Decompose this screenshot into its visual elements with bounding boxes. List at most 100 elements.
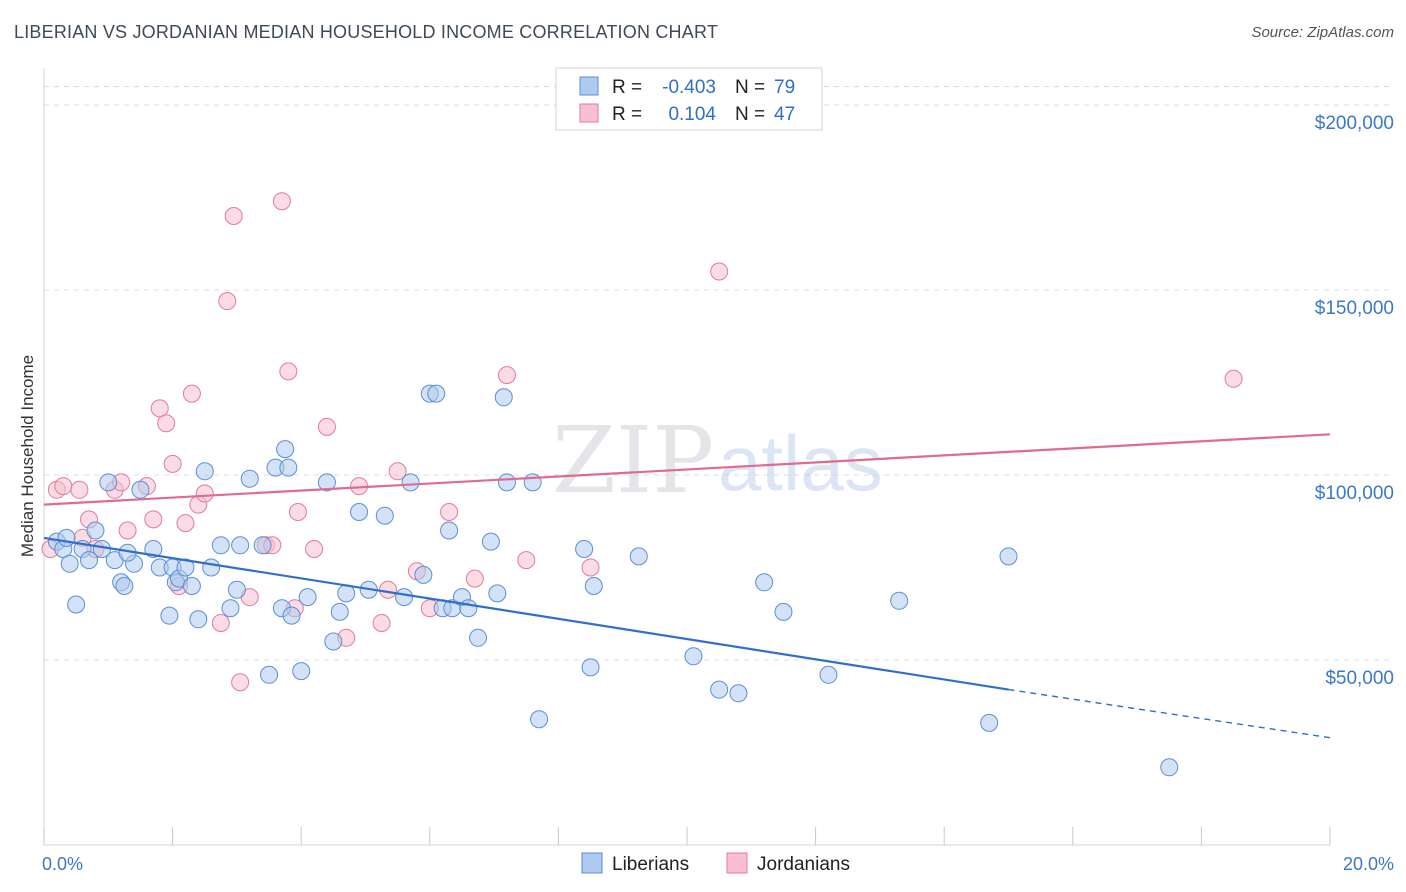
liberian-point [131, 480, 150, 499]
liberian-point [819, 665, 838, 684]
y-axis-tick-labels: $50,000 $100,000 $150,000 $200,000 [1315, 113, 1394, 689]
liberian-point [189, 610, 208, 629]
legend-n-label-liberians: N = [735, 77, 765, 98]
liberian-point [99, 473, 118, 492]
liberian-point [57, 528, 76, 547]
liberian-point [298, 588, 317, 607]
grid-lines [44, 86, 1394, 661]
jordanian-point [182, 384, 201, 403]
liberian-point [710, 680, 729, 699]
liberian-point [231, 536, 250, 555]
liberian-point [60, 554, 79, 573]
jordanian-point [224, 207, 243, 225]
legend-swatch-liberians [579, 76, 599, 96]
liberian-point [530, 710, 549, 729]
jordanian-point [176, 514, 195, 533]
liberians-points [47, 384, 1179, 777]
jordanian-point [195, 484, 214, 503]
liberian-point [240, 469, 259, 488]
y-tick-label: $100,000 [1315, 483, 1394, 504]
jordanian-point [440, 503, 459, 521]
correlation-legend: R = -0.403 N = 79 R = 0.104 N = 47 [555, 67, 823, 131]
liberians-trend-extension [1008, 688, 1331, 739]
liberian-point [67, 595, 86, 614]
liberian-point [584, 577, 603, 595]
liberian-point [375, 506, 394, 525]
watermark-zip: ZIP [552, 407, 714, 514]
x-tick-label-max: 20.0% [1343, 854, 1394, 874]
legend-r-value-liberians: -0.403 [662, 77, 716, 98]
jordanian-point [272, 192, 291, 211]
liberian-point [1160, 758, 1179, 777]
liberian-point [729, 684, 748, 703]
liberian-point [227, 580, 246, 599]
bottom-legend-swatch-liberians [581, 852, 603, 874]
liberian-point [999, 547, 1018, 566]
jordanian-point [150, 399, 169, 418]
jordanian-point [497, 366, 516, 385]
liberian-point [292, 662, 311, 681]
jordanian-point [211, 614, 230, 632]
liberian-point [144, 540, 163, 558]
jordanian-point [288, 503, 307, 521]
liberian-point [324, 632, 343, 651]
liberian-point [755, 573, 774, 592]
liberian-point [80, 551, 99, 570]
liberian-point [279, 458, 298, 477]
bottom-legend-swatch-jordanians [726, 852, 748, 874]
jordanian-point [465, 569, 484, 588]
jordanian-point [118, 521, 137, 540]
liberian-point [182, 577, 201, 595]
jordanian-point [317, 417, 336, 436]
liberian-point [488, 584, 507, 603]
jordanian-point [54, 477, 73, 496]
legend-n-value-jordanians: 47 [774, 104, 795, 125]
jordanian-point [305, 540, 324, 558]
legend-swatch-jordanians [579, 103, 599, 123]
liberian-point [350, 503, 369, 521]
y-tick-label: $200,000 [1315, 113, 1394, 134]
liberian-point [115, 577, 134, 595]
liberian-point [980, 713, 999, 732]
liberian-point [890, 591, 909, 610]
jordanian-point [218, 292, 237, 311]
liberian-point [176, 558, 195, 577]
series-legend: Liberians Jordanians [581, 852, 850, 875]
jordanian-point [1224, 369, 1243, 388]
liberian-point [330, 602, 349, 621]
liberian-point [523, 473, 542, 492]
jordanian-point [372, 614, 391, 632]
legend-r-label-jordanians: R = [612, 104, 642, 125]
legend-r-value-jordanians: 0.104 [668, 104, 716, 125]
legend-n-value-liberians: 79 [774, 77, 795, 98]
chart-title: LIBERIAN VS JORDANIAN MEDIAN HOUSEHOLD I… [14, 22, 719, 42]
jordanian-point [279, 362, 298, 381]
jordanian-point [70, 480, 89, 499]
liberian-point [440, 521, 459, 540]
y-axis-title: Median Household Income [18, 355, 37, 557]
legend-r-label-liberians: R = [612, 77, 642, 98]
liberian-point [86, 521, 105, 540]
liberian-point [202, 558, 221, 577]
liberian-point [427, 384, 446, 403]
jordanian-point [379, 580, 398, 599]
liberian-point [581, 658, 600, 677]
liberian-point [481, 532, 500, 551]
chart-source: Source: ZipAtlas.com [1251, 24, 1394, 41]
liberian-point [221, 599, 240, 618]
liberian-point [253, 536, 272, 555]
jordanian-point [710, 262, 729, 281]
jordanian-point [581, 558, 600, 577]
y-tick-label: $50,000 [1325, 668, 1394, 689]
x-axis-ticks [43, 827, 1331, 845]
liberian-point [401, 473, 420, 492]
jordanian-point [144, 510, 163, 529]
liberian-point [469, 628, 488, 647]
trend-lines [43, 433, 1331, 739]
liberian-point [282, 606, 301, 625]
liberian-point [260, 665, 279, 684]
bottom-legend-label-liberians: Liberians [612, 854, 689, 875]
liberian-point [276, 440, 295, 459]
liberian-point [774, 602, 793, 621]
